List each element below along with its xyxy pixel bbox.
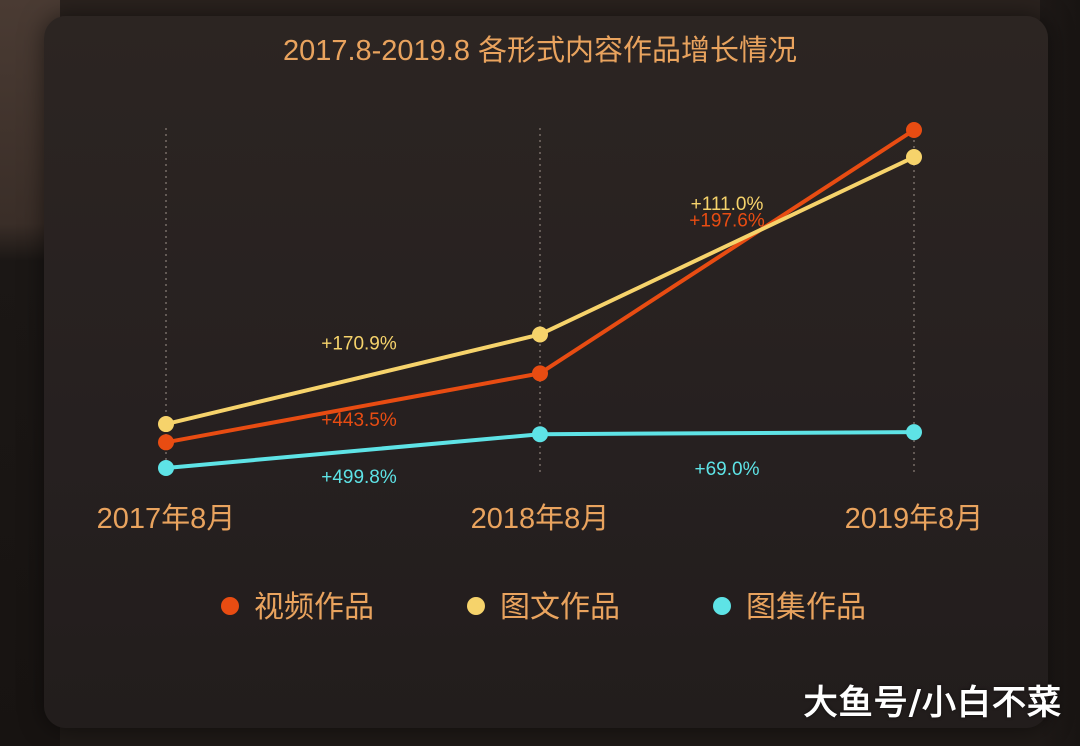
growth-label-s2-2: +111.0% <box>691 194 764 215</box>
growth-label-s3-1: +499.8% <box>321 467 397 488</box>
data-point-s1-1 <box>158 434 174 451</box>
x-tick-label-1: 2017年8月 <box>97 502 236 535</box>
growth-label-s1-1: +443.5% <box>321 410 397 431</box>
legend-label-2: 图文作品 <box>500 591 620 624</box>
data-point-s3-2 <box>532 426 548 443</box>
data-points <box>158 122 922 476</box>
x-tick-label-2: 2018年8月 <box>471 502 610 535</box>
legend-swatch-1 <box>221 597 239 615</box>
data-point-s1-2 <box>532 365 548 382</box>
data-point-s3-1 <box>158 460 174 476</box>
x-axis-tick-labels: 2017年8月 2018年8月 2019年8月 <box>97 502 984 535</box>
growth-label-s2-1: +170.9% <box>321 333 397 354</box>
x-tick-label-3: 2019年8月 <box>845 502 984 535</box>
watermark-text: 大鱼号/小白不菜 <box>803 683 1062 723</box>
legend-label-1: 视频作品 <box>254 591 374 624</box>
growth-label-s3-2: +69.0% <box>695 459 760 480</box>
background-top <box>0 0 1080 20</box>
data-point-s1-3 <box>906 122 922 138</box>
legend-label-3: 图集作品 <box>746 591 866 624</box>
data-point-s3-3 <box>906 424 922 441</box>
data-point-s2-1 <box>158 416 174 433</box>
data-point-s2-2 <box>532 326 548 343</box>
legend-swatch-2 <box>467 597 485 615</box>
data-point-s2-3 <box>906 149 922 166</box>
growth-labels: +443.5% +197.6% +170.9% +111.0% +499.8% +69.0… <box>321 194 765 488</box>
legend: 视频作品 图文作品 图集作品 <box>221 591 866 624</box>
chart-title: 2017.8-2019.8 各形式内容作品增长情况 <box>283 34 797 67</box>
growth-label-s1-2: +197.6% <box>689 211 765 232</box>
legend-swatch-3 <box>713 597 731 615</box>
